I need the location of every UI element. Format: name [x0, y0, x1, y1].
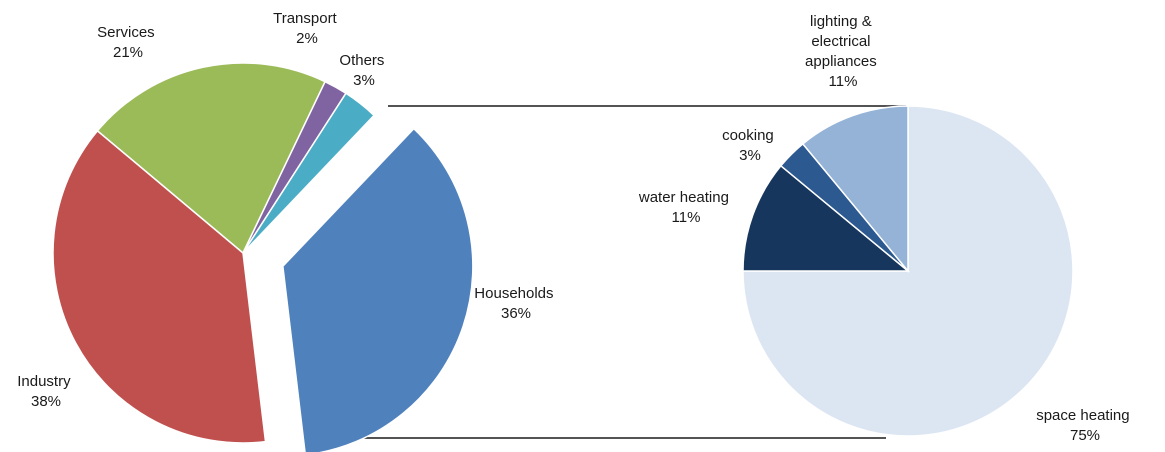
label-households: Households 36%: [474, 285, 557, 322]
primary-pie: [52, 62, 474, 452]
slice-lighting: [801, 105, 909, 274]
label-industry: Industry 38%: [17, 373, 75, 410]
slice-households: [282, 127, 474, 452]
label-others: Others 3%: [339, 52, 388, 89]
slice-industry: [52, 129, 267, 444]
slice-water-heating: [742, 164, 911, 272]
secondary-pie: [742, 105, 1074, 437]
slice-space-heating: [742, 105, 1074, 437]
label-water-heating: water heating 11%: [638, 189, 733, 226]
label-lighting-appliances: lighting & electrical appliances 11%: [805, 13, 881, 90]
label-space-heating: space heating 75%: [1036, 407, 1134, 444]
slice-others: [242, 92, 376, 254]
label-services: Services 21%: [97, 24, 159, 61]
label-cooking: cooking 3%: [722, 127, 778, 164]
label-transport: Transport 2%: [273, 10, 341, 47]
slice-services: [96, 62, 327, 255]
